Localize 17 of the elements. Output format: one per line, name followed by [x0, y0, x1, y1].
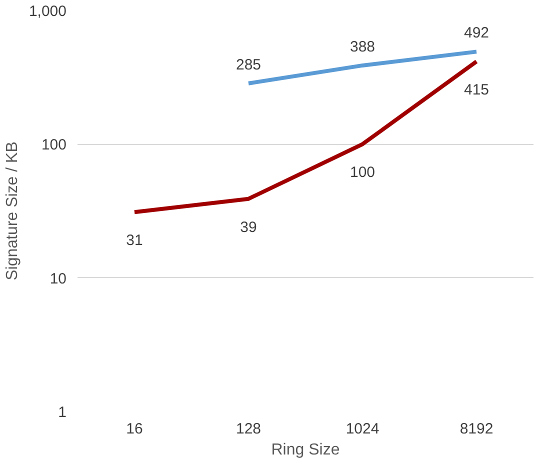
y-tick-label: 100 [41, 136, 67, 154]
y-tick-label: 1,000 [28, 3, 67, 20]
data-label: 492 [464, 24, 490, 42]
x-tick-label: 128 [236, 420, 262, 438]
data-label: 31 [126, 232, 143, 250]
x-tick-label: 8192 [460, 420, 494, 438]
data-label: 388 [350, 38, 376, 56]
x-tick-label: 16 [126, 420, 143, 438]
x-axis-title: Ring Size [271, 442, 340, 458]
y-tick-label: 1 [58, 404, 66, 421]
y-tick-label: 10 [50, 270, 67, 288]
data-label: 100 [350, 164, 376, 182]
data-label: 415 [464, 82, 490, 99]
data-label: 39 [240, 218, 257, 236]
y-axis-title: Signature Size / KB [4, 142, 21, 280]
data-label: 285 [236, 56, 262, 74]
x-tick-label: 1024 [346, 420, 380, 438]
